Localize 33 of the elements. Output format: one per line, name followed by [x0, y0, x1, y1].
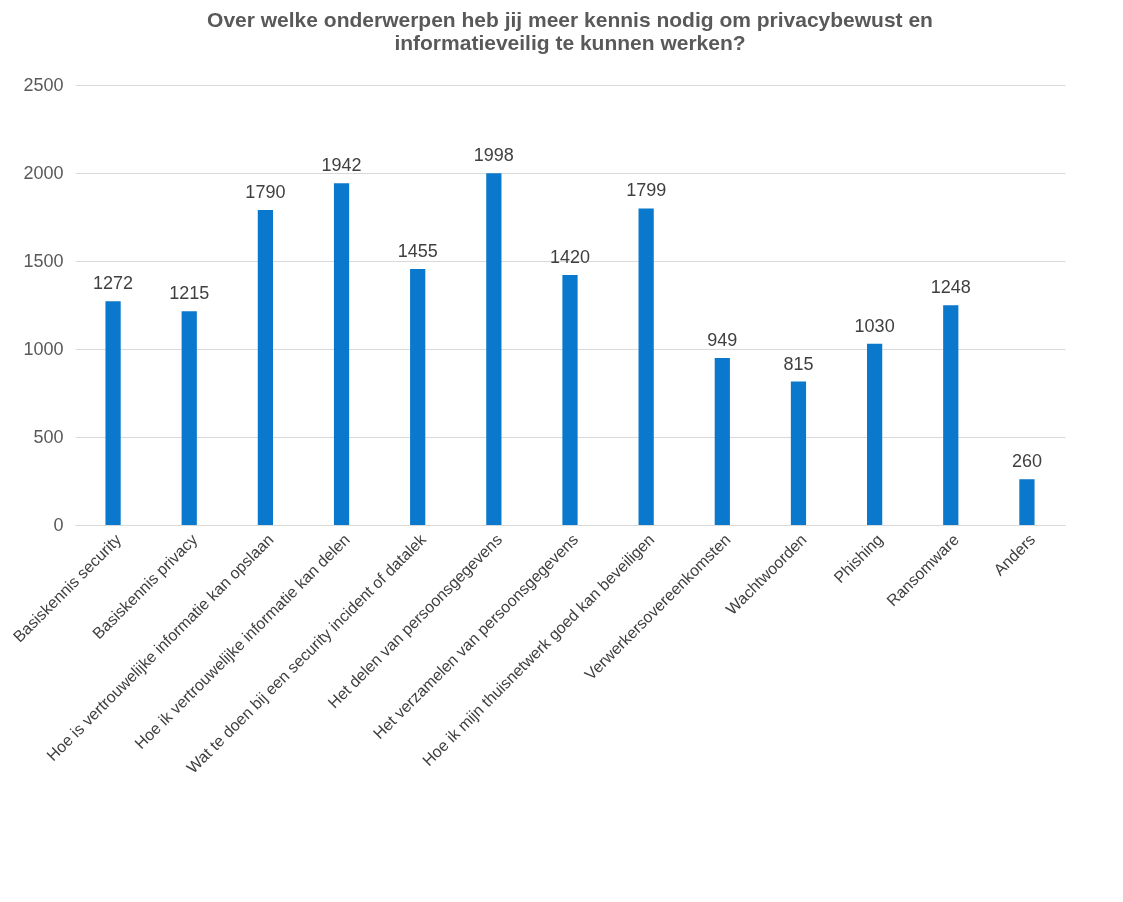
data-label: 1272	[93, 273, 134, 294]
data-label: 1998	[473, 145, 514, 166]
data-label: 1420	[549, 247, 591, 268]
bar	[790, 381, 807, 525]
data-label: 1790	[245, 181, 286, 202]
y-tick-label: 2000	[23, 162, 64, 183]
y-tick-label: 1500	[23, 250, 64, 271]
y-tick-label: 500	[33, 426, 64, 447]
y-tick-label: 2500	[23, 74, 64, 95]
bar	[486, 173, 502, 525]
bar	[1019, 479, 1035, 525]
bar	[867, 343, 883, 525]
y-tick-label: 0	[53, 514, 64, 535]
bar	[638, 208, 654, 525]
data-label: 949	[707, 329, 738, 350]
y-tick-label: 1000	[23, 338, 64, 359]
data-label: 1248	[930, 277, 971, 298]
data-label: 815	[783, 353, 814, 374]
data-label: 1942	[321, 155, 362, 176]
bar	[181, 311, 197, 525]
data-label: 1030	[854, 315, 895, 336]
data-label: 1455	[397, 240, 438, 261]
bar	[943, 305, 959, 525]
bar	[562, 275, 578, 525]
data-label: 1799	[626, 180, 667, 201]
data-label: 1215	[169, 283, 210, 304]
bar	[257, 209, 273, 525]
data-label: 260	[1011, 451, 1042, 472]
chart-title: Over welke onderwerpen heb jij meer kennis nodig om privacybewust en informatieveilig te kunnen werken?	[207, 8, 933, 54]
bar	[105, 301, 121, 525]
bar	[410, 268, 426, 525]
bar	[714, 357, 730, 525]
bar	[333, 183, 350, 525]
